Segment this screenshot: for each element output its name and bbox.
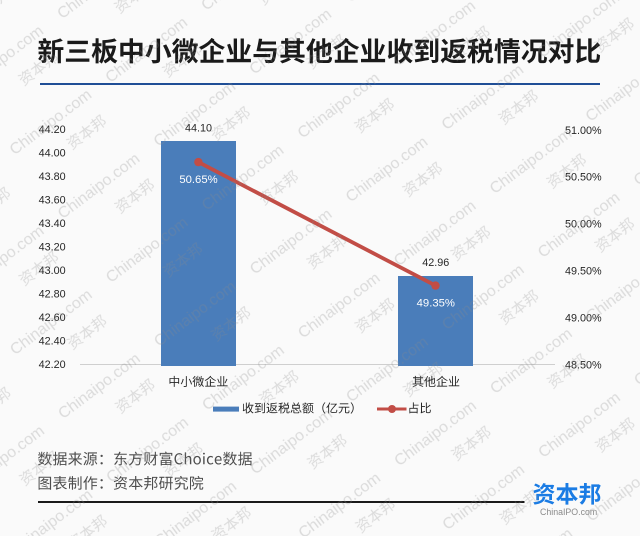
svg-text:43.80: 43.80 bbox=[39, 171, 66, 183]
svg-text:51.00%: 51.00% bbox=[565, 125, 602, 137]
svg-text:42.20: 42.20 bbox=[39, 359, 66, 371]
svg-text:43.40: 43.40 bbox=[39, 218, 66, 230]
svg-text:49.35%: 49.35% bbox=[417, 297, 455, 309]
svg-text:43.60: 43.60 bbox=[39, 194, 66, 206]
svg-text:43.00: 43.00 bbox=[39, 265, 66, 277]
svg-text:50.65%: 50.65% bbox=[179, 174, 217, 186]
svg-text:44.20: 44.20 bbox=[39, 124, 66, 136]
svg-text:43.20: 43.20 bbox=[39, 241, 66, 253]
svg-text:49.50%: 49.50% bbox=[565, 266, 602, 278]
svg-text:49.00%: 49.00% bbox=[565, 312, 602, 324]
svg-text:50.00%: 50.00% bbox=[565, 219, 602, 231]
svg-text:42.40: 42.40 bbox=[39, 335, 66, 347]
svg-text:ChinaIPO.com: ChinaIPO.com bbox=[540, 507, 597, 517]
svg-text:42.80: 42.80 bbox=[39, 288, 66, 300]
svg-text:42.96: 42.96 bbox=[422, 257, 449, 269]
svg-text:44.00: 44.00 bbox=[39, 147, 66, 159]
svg-text:48.50%: 48.50% bbox=[565, 359, 602, 371]
svg-text:42.60: 42.60 bbox=[39, 312, 66, 324]
svg-text:44.10: 44.10 bbox=[185, 122, 212, 134]
svg-text:50.50%: 50.50% bbox=[565, 172, 602, 184]
